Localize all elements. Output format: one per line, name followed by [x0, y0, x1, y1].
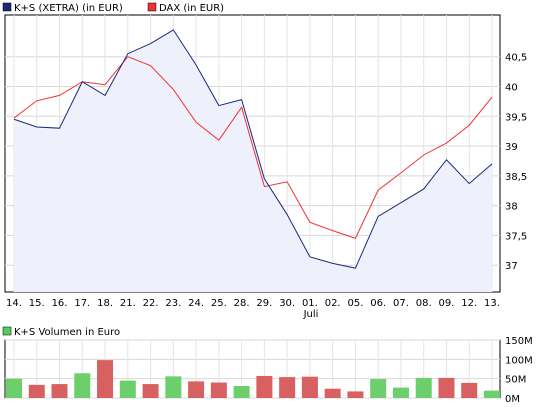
date-tick-label: 06. [370, 298, 386, 309]
legend-label-volume: K+S Volumen in Euro [14, 327, 120, 338]
date-tick-label: 07. [393, 298, 409, 309]
date-tick-label: 05. [347, 298, 363, 309]
date-tick-label: 01. [302, 298, 318, 309]
volume-bar [74, 373, 91, 398]
date-tick-label: 08. [416, 298, 432, 309]
date-tick-label: 21. [120, 298, 136, 309]
volume-bar [438, 377, 455, 398]
price-y-tick-label: 39 [505, 142, 518, 153]
date-tick-label: 22. [143, 298, 159, 309]
price-y-tick-label: 38 [505, 202, 518, 213]
volume-bar [28, 384, 45, 398]
date-tick-label: 16. [52, 298, 68, 309]
volume-y-tick-label: 100M [505, 355, 533, 366]
volume-legend: K+S Volumen in Euro [2, 326, 120, 338]
volume-bar [347, 391, 364, 398]
legend-label-dax: DAX (in EUR) [159, 3, 224, 14]
volume-bar [233, 386, 250, 398]
volume-bar [370, 379, 387, 398]
date-axis: 14. 15. 16. 17. 18. 21. 22. 23. 24. 25. 28. 29. 30. 0… [6, 298, 500, 309]
date-tick-label: 12. [461, 298, 477, 309]
volume-bar [415, 377, 432, 398]
volume-y-tick-label: 0M [505, 394, 520, 405]
volume-bar [392, 387, 409, 398]
volume-bar [279, 377, 296, 398]
legend-swatch-dax [147, 2, 157, 12]
month-label: Juli [303, 309, 319, 320]
date-tick-label: 13. [484, 298, 500, 309]
volume-bar [51, 384, 68, 398]
volume-bar [484, 390, 500, 398]
volume-bar [97, 360, 114, 398]
date-tick-label: 02. [325, 298, 341, 309]
date-tick-label: 29. [256, 298, 272, 309]
price-legend: K+S (XETRA) (in EUR) DAX (in EUR) [2, 2, 224, 14]
price-y-tick-label: 40 [505, 82, 518, 93]
ks-line [13, 29, 493, 269]
date-tick-label: 28. [234, 298, 250, 309]
date-tick-label: 15. [29, 298, 45, 309]
legend-swatch-ks [2, 2, 12, 12]
date-tick-label: 14. [6, 298, 22, 309]
date-tick-label: 17. [74, 298, 90, 309]
date-tick-label: 24. [188, 298, 204, 309]
date-tick-label: 25. [211, 298, 227, 309]
volume-bar [165, 376, 182, 398]
price-y-tick-label: 40,5 [505, 53, 527, 64]
date-tick-label: 30. [279, 298, 295, 309]
price-y-tick-label: 37 [505, 261, 518, 272]
ks-area-fill [14, 29, 492, 292]
date-tick-label: 18. [97, 298, 113, 309]
volume-bar [461, 382, 478, 398]
date-tick-label: 09. [439, 298, 455, 309]
legend-label-ks: K+S (XETRA) (in EUR) [14, 3, 123, 14]
volume-bar [142, 384, 159, 398]
dax-line [13, 56, 493, 240]
price-y-tick-label: 38,5 [505, 172, 527, 183]
volume-bar [188, 381, 205, 398]
volume-bar [256, 375, 273, 398]
volume-bar [210, 382, 227, 398]
price-y-tick-label: 37,5 [505, 231, 527, 242]
volume-y-tick-label: 150M [505, 336, 533, 347]
legend-swatch-volume [2, 326, 12, 336]
volume-bars [6, 360, 500, 398]
volume-bar [324, 388, 341, 398]
price-y-axis: 40,5 40 39,5 39 38,5 38 37,5 37 [505, 53, 527, 272]
volume-bar [301, 376, 318, 398]
volume-bar [6, 378, 22, 398]
volume-y-tick-label: 50M [505, 375, 526, 386]
price-y-tick-label: 39,5 [505, 112, 527, 123]
date-tick-label: 23. [165, 298, 181, 309]
volume-bar [119, 380, 136, 398]
volume-y-axis: 150M 100M 50M 0M [505, 336, 533, 405]
